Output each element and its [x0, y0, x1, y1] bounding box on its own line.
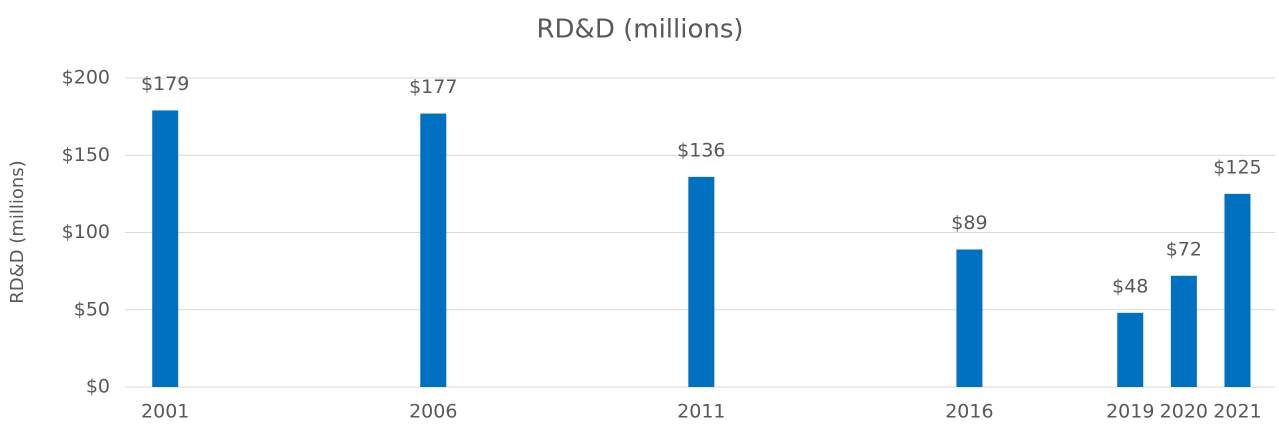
x-tick-label: 2021: [1213, 401, 1261, 423]
data-label: $89: [951, 212, 987, 234]
x-tick-label: 2019: [1106, 401, 1154, 423]
x-tick-label: 2001: [141, 401, 189, 423]
y-tick-label: $100: [62, 221, 110, 243]
y-tick-label: $0: [86, 376, 110, 398]
y-tick-label: $200: [62, 67, 110, 89]
chart-title: RD&D (millions): [536, 15, 743, 45]
data-label: $179: [141, 73, 189, 95]
x-tick-label: 2006: [409, 401, 457, 423]
bar: [956, 249, 983, 387]
bar: [1224, 193, 1251, 387]
data-label: $177: [409, 76, 457, 98]
bar: [420, 113, 447, 387]
data-label: $72: [1166, 238, 1202, 260]
x-tick-label: 2020: [1160, 401, 1208, 423]
x-tick-label: 2016: [945, 401, 993, 423]
bar: [1117, 312, 1144, 387]
x-tick-label: 2011: [677, 401, 725, 423]
y-tick-label: $150: [62, 144, 110, 166]
y-axis-title: RD&D (millions): [7, 160, 28, 303]
data-label: $125: [1213, 156, 1261, 178]
bar: [688, 176, 715, 387]
data-label: $136: [677, 139, 725, 161]
bar: [1170, 275, 1197, 387]
data-label: $48: [1112, 275, 1148, 297]
bar: [152, 110, 179, 387]
y-tick-label: $50: [74, 298, 110, 320]
